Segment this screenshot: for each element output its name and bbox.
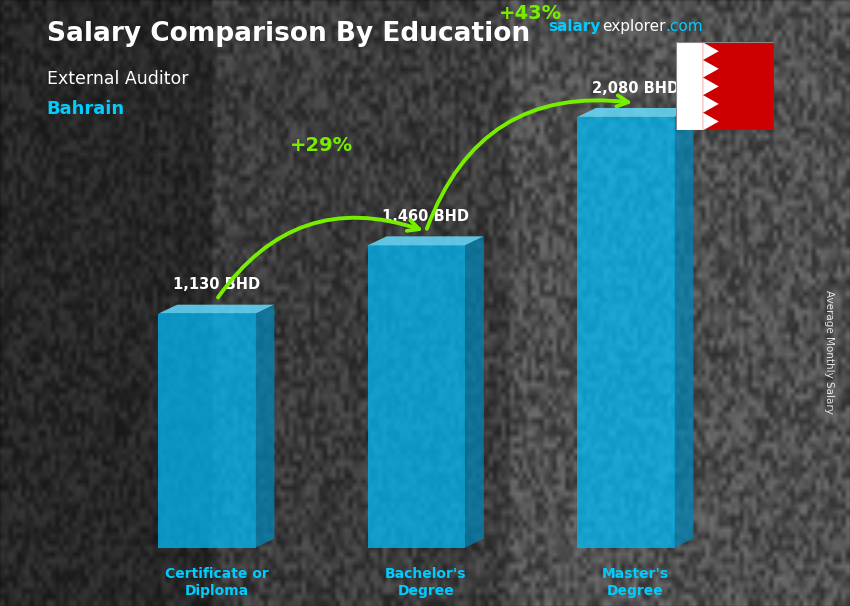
Polygon shape [465, 236, 484, 548]
Text: Certificate or
Diploma: Certificate or Diploma [165, 567, 269, 598]
Text: +29%: +29% [290, 136, 353, 155]
Text: 2,080 BHD: 2,080 BHD [592, 81, 679, 96]
Polygon shape [675, 108, 694, 548]
Polygon shape [158, 314, 256, 548]
Bar [703, 42, 774, 130]
Text: Salary Comparison By Education: Salary Comparison By Education [47, 21, 530, 47]
Polygon shape [577, 117, 675, 548]
Text: explorer: explorer [602, 19, 666, 35]
Text: 1,130 BHD: 1,130 BHD [173, 278, 260, 292]
Text: External Auditor: External Auditor [47, 70, 188, 88]
Polygon shape [703, 60, 719, 78]
Text: Bahrain: Bahrain [47, 100, 125, 118]
Polygon shape [577, 108, 694, 117]
Text: .com: .com [666, 19, 703, 35]
Polygon shape [158, 305, 275, 314]
Polygon shape [703, 95, 719, 113]
Polygon shape [368, 245, 465, 548]
Text: +43%: +43% [499, 4, 562, 23]
Polygon shape [703, 78, 719, 95]
Text: Master's
Degree: Master's Degree [602, 567, 669, 598]
Text: Bachelor's
Degree: Bachelor's Degree [385, 567, 467, 598]
Polygon shape [703, 42, 719, 60]
Bar [676, 42, 703, 130]
Text: Average Monthly Salary: Average Monthly Salary [824, 290, 834, 413]
Polygon shape [256, 305, 275, 548]
Text: 1,460 BHD: 1,460 BHD [382, 209, 469, 224]
Polygon shape [703, 113, 719, 130]
Text: salary: salary [548, 19, 601, 35]
Polygon shape [368, 236, 484, 245]
